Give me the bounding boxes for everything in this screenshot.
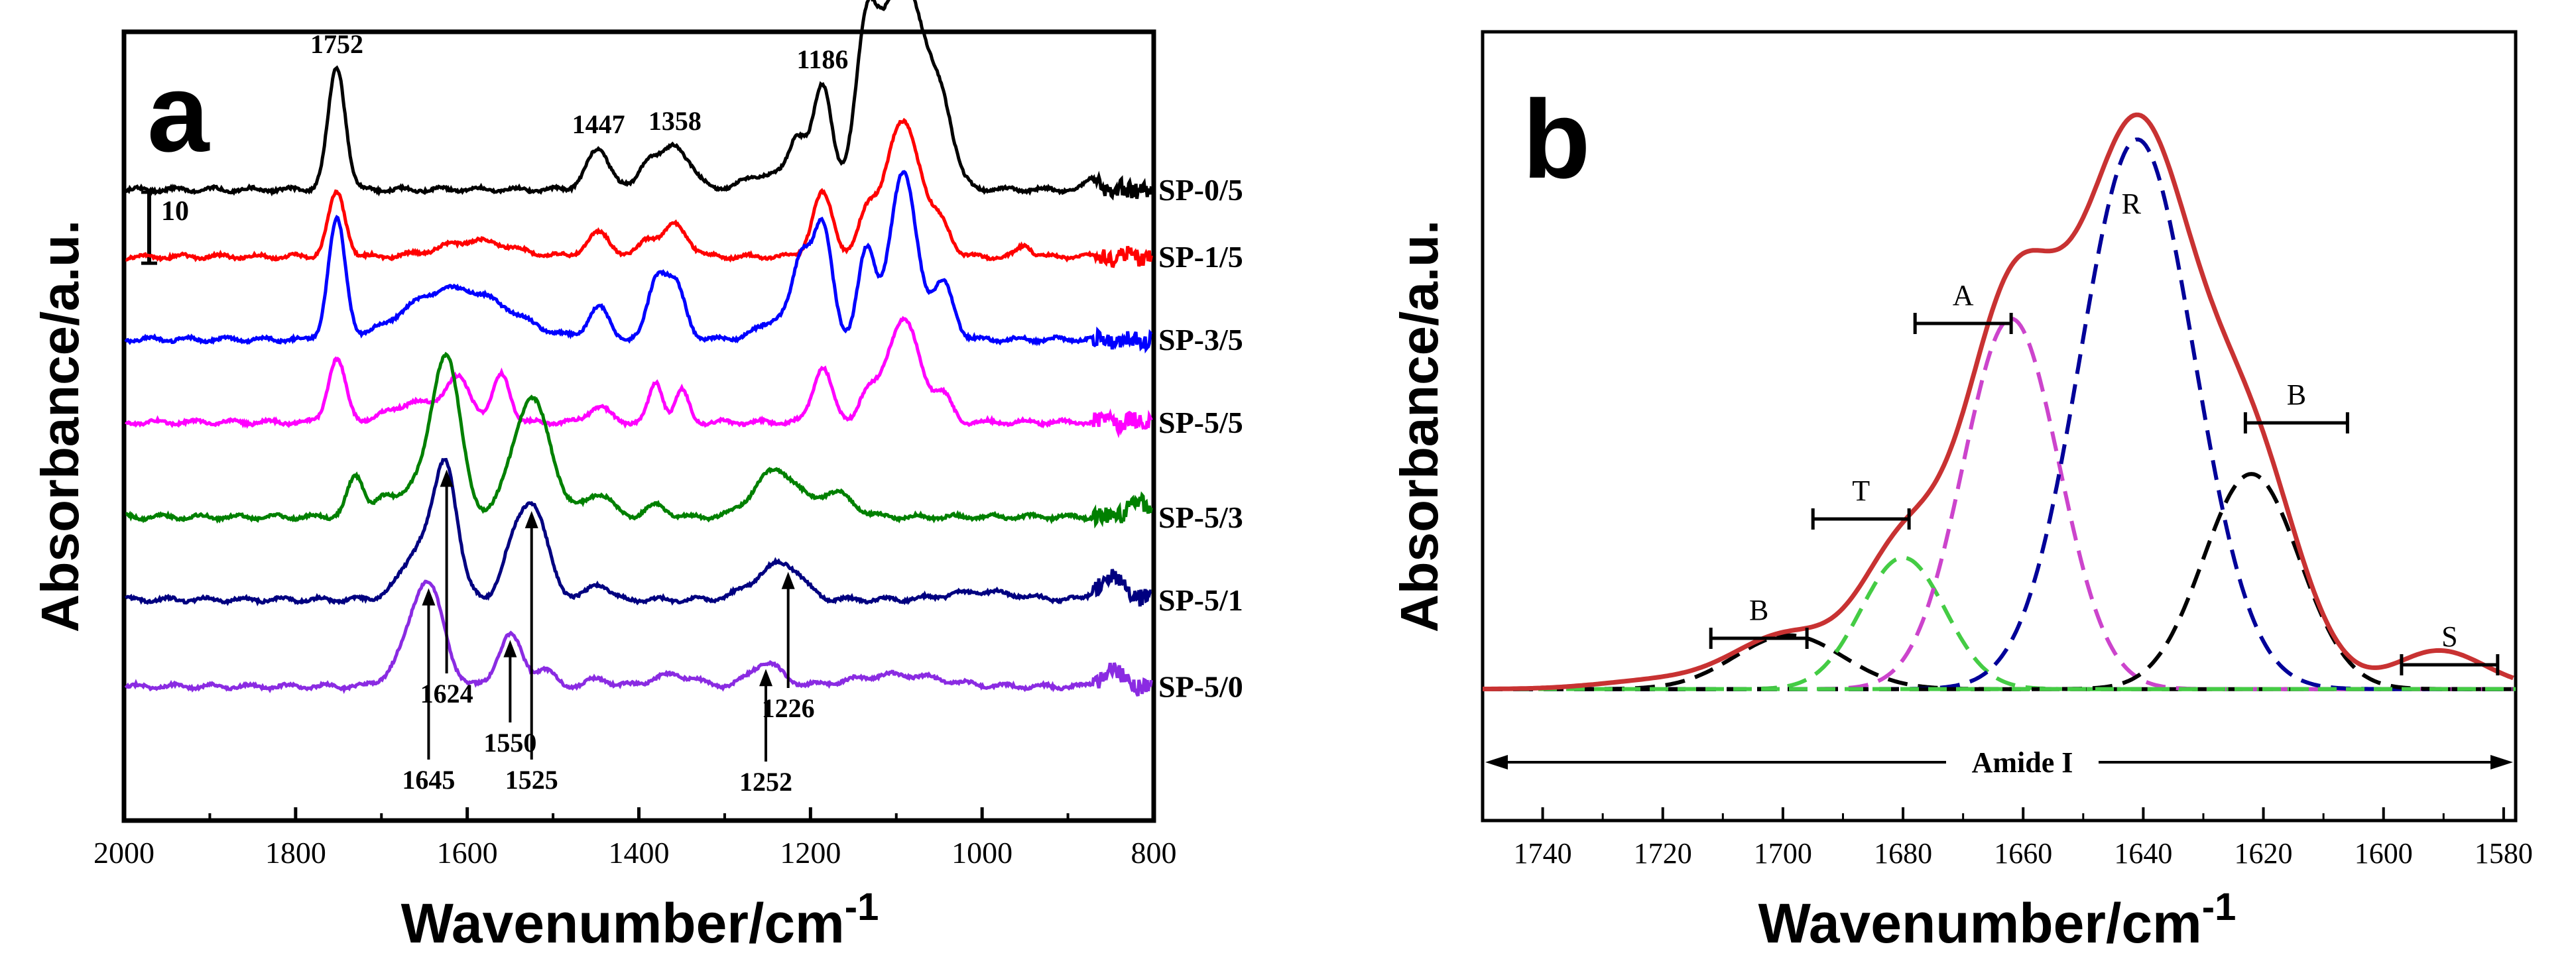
panel-a-arrow-head [524,510,538,528]
panel-b-x-axis: 1740 1720 1700 1680 1660 1640 1620 1600 1580 [1514,807,2533,870]
panel-a-arrow-head [781,571,795,589]
panel-b-band-label: S [2441,620,2457,653]
panel-a-peak-label: 1186 [797,44,849,74]
panel-a-scale-bar-label: 10 [161,196,189,227]
panel-a-x-axis-label: Wavenumber/cm-1 [401,885,879,954]
panel-a-arrow-label: 1525 [505,765,558,795]
panel-a-x-axis: 2000 1800 1600 1400 1200 1000 800 [93,807,1177,870]
panel-a-series-sp-1-5 [125,117,1153,268]
panel-a-series-label: SP-1/5 [1158,240,1243,274]
panel-a-arrow-label: 1252 [739,767,792,797]
panel-a-peak-label: 1358 [648,106,702,136]
panel-a-series-sp-5-0 [124,579,1153,697]
panel-a-series-label: SP-0/5 [1158,173,1243,207]
panel-a-x-tick-label: 1800 [265,836,326,870]
panel-a-arrow-label: 1226 [762,693,815,723]
panel-a-x-tick-label: 1400 [609,836,670,870]
panel-a-arrow-label: 1550 [483,728,536,758]
panel-a-scale-bar: 10 [141,190,189,265]
panel-b-x-tick-label: 1580 [2475,837,2533,870]
panel-b-x-tick-label: 1740 [1514,837,1572,870]
panel-b: b 1740 1720 1700 1680 1660 1640 1620 1600 1580 B… [1390,30,2533,954]
panel-a-series-label: SP-5/1 [1158,583,1243,617]
panel-a: a 10 2000 1800 1600 1400 1200 1000 800 SP-0/5S… [31,0,1243,954]
panel-a-series-sp-3-5 [124,170,1153,354]
panel-a-arrow-annotations: 1645 1624 1550 1525 1252 1226 [402,469,815,797]
panel-a-series-sp-5-1 [124,457,1152,607]
panel-b-x-axis-label: Wavenumber/cm-1 [1758,885,2237,954]
panel-b-band-label: A [1953,279,1974,312]
panel-b-label: b [1522,77,1591,201]
panel-b-band-label: B [1749,594,1768,626]
panel-a-x-axis-label-sup: -1 [845,885,879,929]
panel-a-series-label: SP-5/5 [1158,406,1243,439]
panel-a-label: a [147,50,210,175]
panel-b-fit-components [1483,137,2514,691]
panel-a-series-sp-0-5 [125,0,1153,201]
panel-a-series-sp-5-5 [124,315,1153,439]
panel-a-series-labels: SP-0/5 SP-1/5 SP-3/5 SP-5/5 SP-5/3 SP-5/1 SP-5… [1158,173,1243,704]
panel-b-x-tick-label: 1720 [1634,837,1692,870]
panel-b-component-t [1483,555,2514,691]
panel-b-band-label: R [2122,188,2142,220]
panel-a-arrow-label: 1645 [402,765,455,795]
panel-b-band-label: B [2287,378,2306,411]
panel-b-band-label: T [1852,475,1870,507]
panel-b-y-axis-label: Absorbance/a.u. [1390,220,1449,632]
panel-b-x-axis-label-text: Wavenumber/cm [1758,892,2202,954]
panel-a-peak-label: 1752 [310,29,363,59]
panel-a-arrow-head [440,469,454,487]
panel-a-x-tick-label: 1200 [780,836,841,870]
panel-a-arrow-head [759,669,773,687]
panel-b-x-tick-label: 1600 [2355,837,2413,870]
panel-b-amide-range-arrow-right [2490,755,2513,770]
panel-b-component-b [1483,472,2514,691]
panel-a-x-tick-label: 1000 [951,836,1012,870]
panel-b-envelope [1483,112,2514,691]
panel-b-x-axis-label-sup: -1 [2202,885,2237,929]
panel-a-series-label: SP-5/3 [1158,500,1243,534]
panel-b-x-tick-label: 1700 [1754,837,1812,870]
panel-a-peak-label: 1447 [572,109,625,139]
panel-b-x-tick-label: 1640 [2114,837,2172,870]
panel-a-spectra [124,0,1153,697]
panel-a-x-tick-label: 800 [1131,836,1177,870]
panel-a-series-label: SP-5/0 [1158,670,1243,704]
panel-a-arrow-head [422,588,436,606]
panel-b-band-labels: B T A R B S [1709,188,2500,675]
panel-b-component-a [1483,316,2514,691]
panel-b-component-r [1483,137,2514,691]
panel-b-x-tick-label: 1620 [2235,837,2293,870]
panel-a-x-axis-label-text: Wavenumber/cm [401,892,845,954]
panel-b-amide-range: Amide I [1485,746,2513,779]
panel-a-series-label: SP-3/5 [1158,323,1243,357]
panel-b-x-tick-label: 1660 [1994,837,2052,870]
panel-b-frame [1481,30,2518,823]
panel-a-series-sp-5-3 [125,351,1153,529]
panel-a-x-tick-label: 2000 [93,836,154,870]
panel-b-amide-range-label: Amide I [1972,746,2073,779]
panel-b-amide-range-arrow-left [1485,755,1508,770]
panel-a-peak-labels: 17521447135811861092 [310,29,849,139]
panel-a-arrow-label: 1624 [420,679,473,709]
panel-a-y-axis-label: Absorbance/a.u. [31,220,90,632]
panel-a-arrow-head [503,640,517,657]
panel-a-x-tick-label: 1600 [437,836,498,870]
panel-b-x-tick-label: 1680 [1874,837,1932,870]
panel-b-amide-range-label-bg [1946,746,2099,779]
